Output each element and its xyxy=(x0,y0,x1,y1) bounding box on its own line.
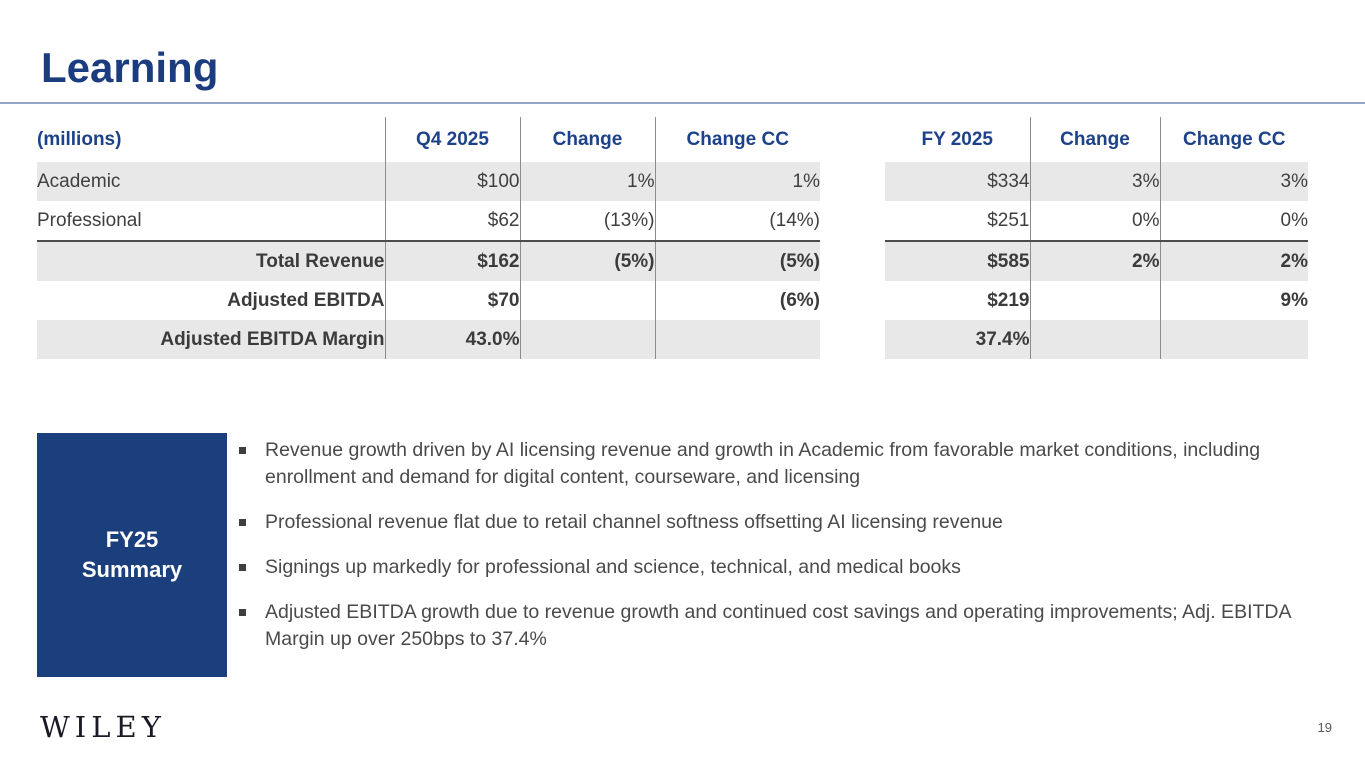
fy25-summary-label: FY25 Summary xyxy=(82,525,182,584)
table-row: Adjusted EBITDA $70 (6%) xyxy=(37,281,820,320)
cell-value: (5%) xyxy=(520,240,656,281)
q4-table-header-row: (millions) Q4 2025 Change Change CC xyxy=(37,117,820,162)
bullet-text: Revenue growth driven by AI licensing re… xyxy=(265,439,1261,488)
q4-header-q4-2025: Q4 2025 xyxy=(385,117,521,162)
cell-value xyxy=(655,320,820,359)
row-label: Adjusted EBITDA xyxy=(37,281,386,320)
cell-value: 0% xyxy=(1280,209,1308,231)
cell-value: 3% xyxy=(1030,162,1161,201)
table-row: Adjusted EBITDA Margin 43.0% xyxy=(37,320,820,359)
cell-value: $251 xyxy=(885,201,1031,241)
q4-header-change: Change xyxy=(520,117,656,162)
table-row: $334 3% 3% xyxy=(885,162,1308,201)
q4-header-change-cc: Change CC xyxy=(686,128,789,150)
fy25-summary-line1: FY25 xyxy=(105,527,159,553)
cell-value: (14%) xyxy=(769,209,820,231)
page-title: Learning xyxy=(41,44,219,91)
square-bullet-icon xyxy=(239,519,246,526)
list-item: Adjusted EBITDA growth due to revenue gr… xyxy=(239,599,1299,653)
cell-value: $70 xyxy=(385,281,521,320)
square-bullet-icon xyxy=(239,564,246,571)
page-number: 19 xyxy=(1317,720,1332,735)
cell-value: 0% xyxy=(1030,201,1161,241)
fy-2025-table: FY 2025 Change Change CC $334 3% 3% $251… xyxy=(885,117,1308,359)
wiley-logo: WILEY xyxy=(40,710,166,744)
cell-value: 9% xyxy=(1280,289,1308,311)
fy-header-fy-2025: FY 2025 xyxy=(885,117,1031,162)
cell-value: 1% xyxy=(520,162,656,201)
cell-value: 43.0% xyxy=(385,320,521,359)
cell-value: (5%) xyxy=(655,240,820,281)
cell-value: 3% xyxy=(1160,162,1308,201)
cell-value xyxy=(1160,320,1308,359)
row-label: Academic xyxy=(37,162,386,201)
fy-header-change-cc: Change CC xyxy=(1183,128,1286,150)
cell-value: $334 xyxy=(885,162,1031,201)
cell-value: $162 xyxy=(385,240,521,281)
cell-value: 2% xyxy=(1160,240,1308,281)
cell-value xyxy=(520,281,656,320)
row-label: Total Revenue xyxy=(37,240,386,281)
fy25-summary-line2: Summary xyxy=(81,557,183,582)
cell-value xyxy=(1030,281,1161,320)
square-bullet-icon xyxy=(239,609,246,616)
list-item: Revenue growth driven by AI licensing re… xyxy=(239,437,1299,491)
cell-value: 1% xyxy=(655,162,820,201)
cell-value: $62 xyxy=(385,201,521,241)
table-row: Academic $100 1% 1% xyxy=(37,162,820,201)
square-bullet-icon xyxy=(239,447,246,454)
list-item: Professional revenue flat due to retail … xyxy=(239,509,1299,536)
cell-value: $219 xyxy=(885,281,1031,320)
fy-header-change: Change xyxy=(1030,117,1161,162)
cell-value xyxy=(520,320,656,359)
table-row: $251 0% 0% xyxy=(885,201,1308,241)
summary-bullet-list: Revenue growth driven by AI licensing re… xyxy=(239,437,1299,653)
q4-header-millions: (millions) xyxy=(37,117,386,162)
cell-value xyxy=(1030,320,1161,359)
row-label: Professional xyxy=(37,201,386,241)
table-row: $219 9% xyxy=(885,281,1308,320)
table-row: Professional $62 (13%) (14%) xyxy=(37,201,820,241)
row-label: Adjusted EBITDA Margin xyxy=(37,320,386,359)
bullet-text: Adjusted EBITDA growth due to revenue gr… xyxy=(265,601,1291,650)
cell-value: (6%) xyxy=(779,289,820,311)
cell-value: (13%) xyxy=(520,201,656,241)
fy25-summary-box: FY25 Summary xyxy=(37,433,227,677)
title-divider xyxy=(0,102,1365,104)
cell-value: 37.4% xyxy=(885,320,1031,359)
table-row: Total Revenue $162 (5%) (5%) xyxy=(37,240,820,281)
table-row: $585 2% 2% xyxy=(885,240,1308,281)
cell-value: 2% xyxy=(1030,240,1161,281)
cell-value: $585 xyxy=(885,240,1031,281)
list-item: Signings up markedly for professional an… xyxy=(239,554,1299,581)
table-row: 37.4% xyxy=(885,320,1308,359)
bullet-text: Professional revenue flat due to retail … xyxy=(265,511,1003,533)
fy-table-header-row: FY 2025 Change Change CC xyxy=(885,117,1308,162)
bullet-text: Signings up markedly for professional an… xyxy=(265,556,961,578)
q4-2025-table: (millions) Q4 2025 Change Change CC Acad… xyxy=(37,117,820,359)
cell-value: $100 xyxy=(385,162,521,201)
